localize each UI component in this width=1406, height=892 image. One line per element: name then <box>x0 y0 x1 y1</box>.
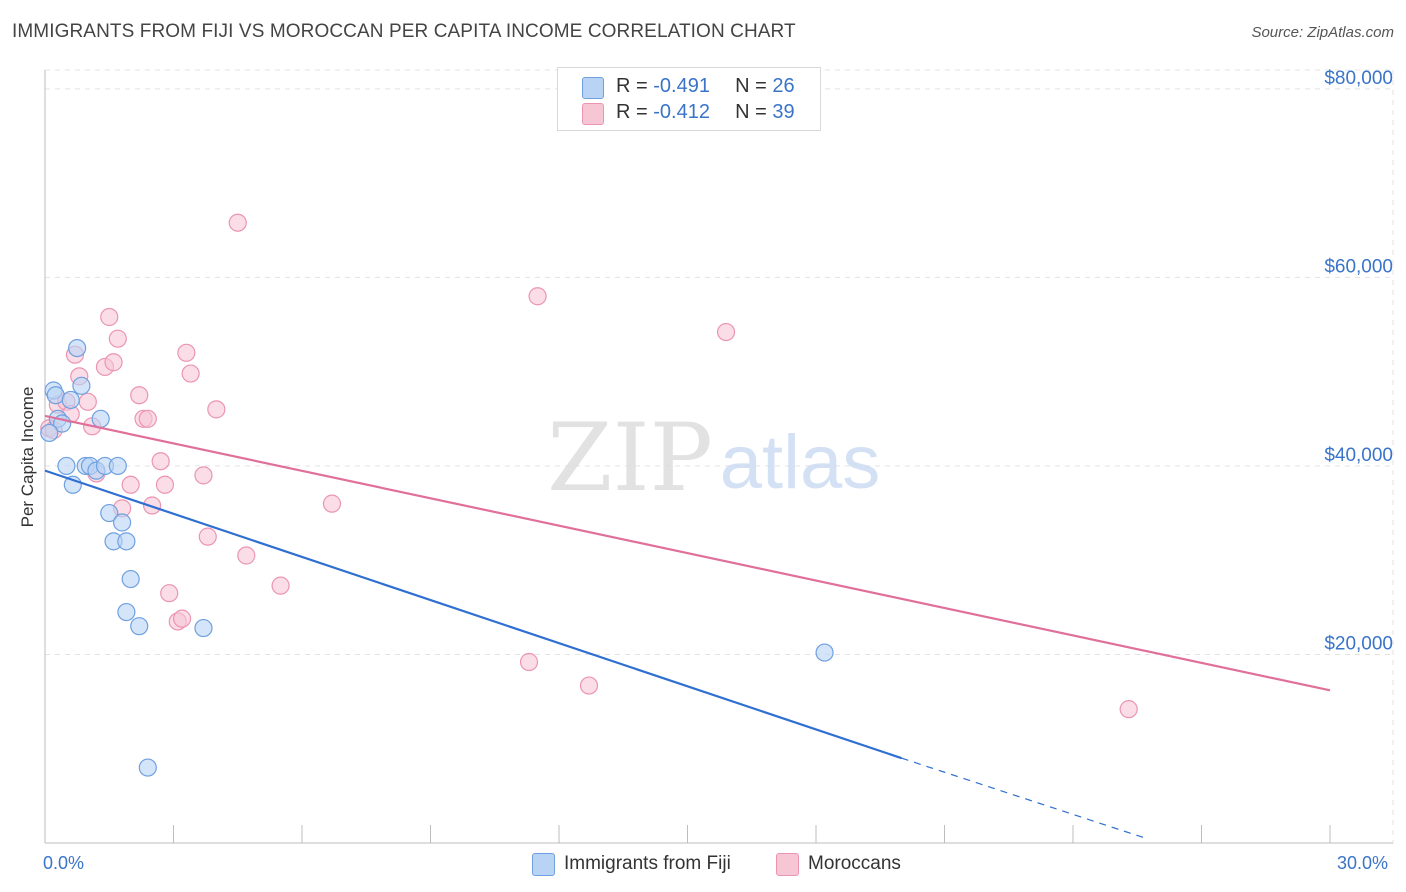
moroccan-point <box>528 287 547 306</box>
watermark-atlas: atlas <box>720 420 881 505</box>
moroccan-point <box>181 364 200 383</box>
y-tick-labels: $20,000 $40,000 $60,000 $80,000 <box>1324 68 1393 655</box>
moroccan-point <box>104 353 123 372</box>
y-tick-label: $80,000 <box>1324 68 1393 89</box>
fiji-swatch-icon <box>582 77 604 99</box>
fiji-trend-extension <box>901 757 1147 839</box>
moroccan-point <box>151 452 170 471</box>
y-axis-label: Per Capita Income <box>18 386 37 528</box>
moroccans-legend-label: Moroccans <box>808 853 901 874</box>
fiji-point <box>100 503 119 523</box>
fiji-point <box>108 456 127 476</box>
fiji-point <box>91 409 110 428</box>
fiji-point <box>194 618 213 638</box>
fiji-point <box>121 569 140 589</box>
fiji-point <box>117 532 136 551</box>
data-points <box>40 213 1138 777</box>
moroccan-point <box>100 307 119 327</box>
moroccans-legend-swatch-icon <box>776 853 799 876</box>
moroccan-point <box>716 322 736 342</box>
grid-lines <box>45 69 1394 843</box>
watermark-zip: ZIP <box>547 404 713 513</box>
moroccan-point <box>78 392 97 411</box>
fiji-point <box>57 456 76 476</box>
fiji-point <box>138 758 157 777</box>
y-tick-label: $60,000 <box>1324 256 1393 277</box>
moroccan-point <box>519 652 539 672</box>
fiji-point <box>117 602 136 622</box>
moroccan-point <box>198 527 217 546</box>
moroccans-n-value: 39 <box>772 101 795 123</box>
moroccan-point <box>579 676 599 695</box>
fiji-point <box>46 386 65 405</box>
moroccan-point <box>172 609 192 628</box>
moroccans-swatch-icon <box>582 103 604 125</box>
fiji-legend-swatch-icon <box>532 853 555 876</box>
fiji-r-label: R = <box>616 75 654 97</box>
correlation-legend: R = -0.491 N = 26 R = -0.412 N = 39 <box>557 67 821 131</box>
fiji-n-value: 26 <box>772 75 795 97</box>
fiji-point <box>130 617 149 636</box>
moroccans-r-label: R = <box>616 101 654 123</box>
chart-title: IMMIGRANTS FROM FIJI VS MOROCCAN PER CAP… <box>12 21 796 42</box>
moroccan-point <box>237 546 256 565</box>
moroccan-point <box>177 343 196 362</box>
fiji-point <box>112 513 132 532</box>
moroccans-r-value: -0.412 <box>653 101 710 123</box>
fiji-legend-label: Immigrants from Fiji <box>564 853 731 874</box>
fiji-point <box>68 338 87 358</box>
axes <box>44 70 1393 844</box>
moroccan-point <box>271 576 290 595</box>
moroccan-point <box>160 584 179 603</box>
moroccan-point <box>138 409 157 428</box>
x-tick-label-min: 0.0% <box>43 853 85 873</box>
fiji-point <box>61 390 80 410</box>
moroccan-point <box>207 400 226 419</box>
moroccan-point <box>322 494 342 513</box>
source-label: Source: ZipAtlas.com <box>1251 24 1394 41</box>
y-tick-label: $20,000 <box>1324 633 1393 654</box>
y-tick-label: $40,000 <box>1324 445 1393 466</box>
fiji-trend-line <box>44 469 903 760</box>
moroccan-point <box>108 329 127 348</box>
moroccan-point <box>1119 700 1138 719</box>
moroccan-point <box>228 213 247 232</box>
moroccans-n-label: N = <box>735 101 773 123</box>
moroccan-point <box>121 475 140 494</box>
fiji-point <box>72 376 91 395</box>
x-tick-label-max: 30.0% <box>1337 853 1389 873</box>
moroccan-point <box>194 466 213 485</box>
moroccan-point <box>155 475 175 494</box>
fiji-r-value: -0.491 <box>653 75 710 97</box>
trend-lines <box>44 414 1331 839</box>
fiji-n-label: N = <box>735 75 773 97</box>
moroccan-trend-line <box>44 414 1331 692</box>
fiji-point <box>40 423 59 443</box>
moroccan-point <box>130 386 149 405</box>
fiji-point <box>815 643 834 662</box>
